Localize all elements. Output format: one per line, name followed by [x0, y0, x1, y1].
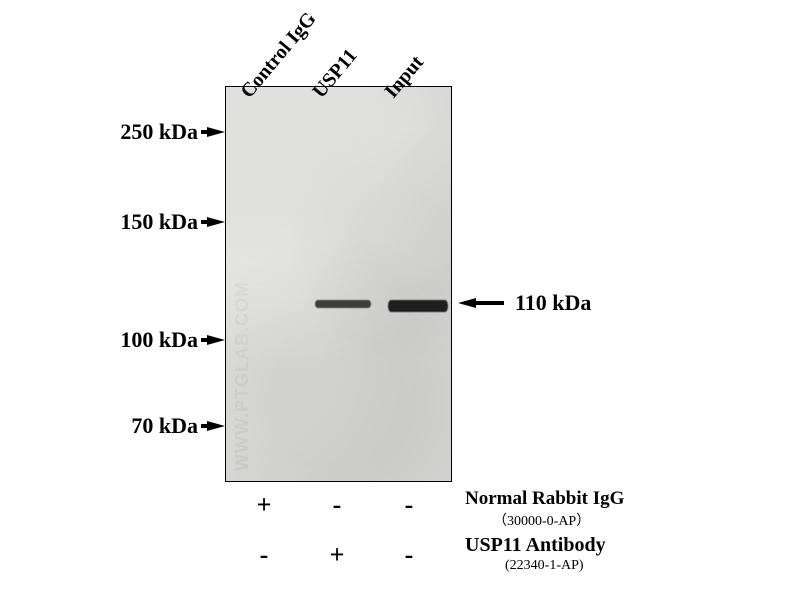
- target-band-label: 110 kDa: [515, 290, 591, 316]
- mw-marker-label: 250 kDa: [120, 119, 198, 145]
- plus-minus-cell: -: [394, 490, 424, 520]
- plus-minus-cell: -: [322, 490, 352, 520]
- arrow-right-icon: [207, 217, 225, 227]
- antibody-label: Normal Rabbit IgG: [465, 488, 624, 510]
- mw-marker-label: 100 kDa: [120, 327, 198, 353]
- arrow-right-icon: [207, 421, 225, 431]
- plus-minus-cell: +: [249, 490, 279, 520]
- antibody-label: USP11 Antibody: [465, 534, 606, 557]
- blot-noise: [226, 87, 451, 481]
- protein-band: [388, 300, 448, 312]
- arrow-stem: [474, 301, 504, 305]
- antibody-catalog: （30000-0-AP）: [493, 510, 590, 530]
- mw-marker-label: 70 kDa: [131, 413, 198, 439]
- plus-minus-cell: -: [249, 540, 279, 570]
- arrow-right-icon: [207, 127, 225, 137]
- arrow-right-icon: [207, 335, 225, 345]
- antibody-catalog: (22340-1-AP): [505, 558, 584, 574]
- blot-membrane: WWW.PTGLAB.COM: [225, 86, 452, 482]
- mw-marker-label: 150 kDa: [120, 209, 198, 235]
- protein-band: [315, 300, 371, 308]
- arrow-left-icon: [458, 298, 476, 308]
- plus-minus-cell: -: [394, 540, 424, 570]
- plus-minus-cell: +: [322, 540, 352, 570]
